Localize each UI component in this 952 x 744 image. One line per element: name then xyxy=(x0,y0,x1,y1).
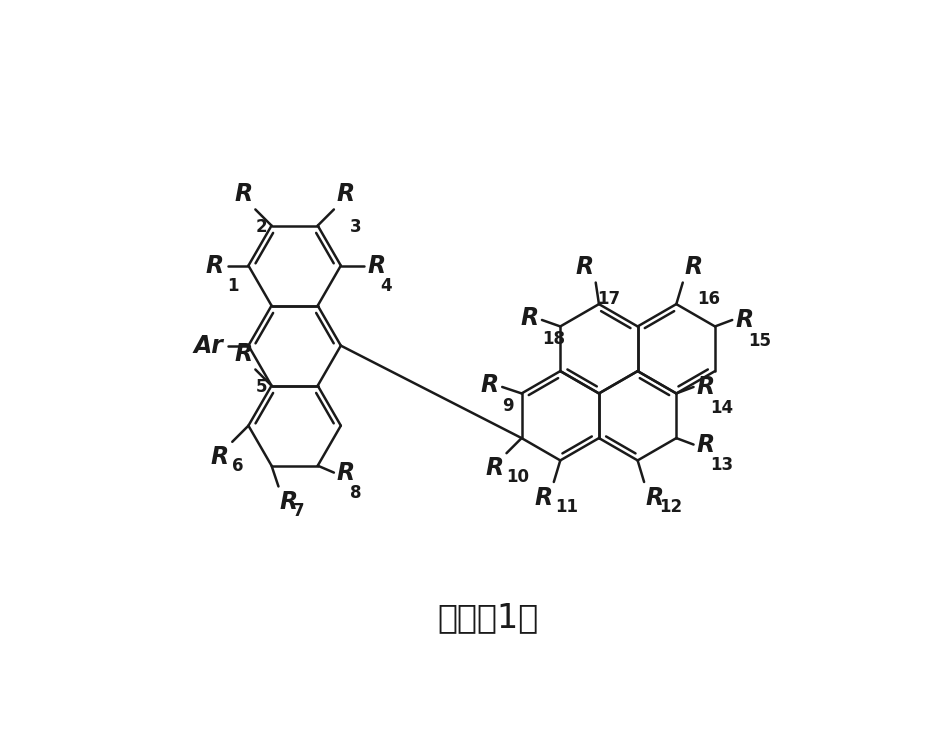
Text: R: R xyxy=(206,254,224,278)
Text: R: R xyxy=(234,182,252,206)
Text: 4: 4 xyxy=(380,278,391,295)
Text: 9: 9 xyxy=(503,397,514,415)
Text: R: R xyxy=(697,432,715,457)
Text: R: R xyxy=(534,486,552,510)
Text: 10: 10 xyxy=(506,468,529,486)
Text: R: R xyxy=(367,254,386,278)
Text: 3: 3 xyxy=(350,218,362,236)
Text: 5: 5 xyxy=(255,378,267,396)
Text: R: R xyxy=(486,456,504,481)
Text: 通式（1）: 通式（1） xyxy=(437,601,539,634)
Text: R: R xyxy=(697,375,715,399)
Text: 18: 18 xyxy=(542,330,565,348)
Text: 8: 8 xyxy=(350,484,362,502)
Text: R: R xyxy=(735,308,754,332)
Text: R: R xyxy=(645,486,664,510)
Text: 1: 1 xyxy=(227,278,238,295)
Text: 2: 2 xyxy=(255,218,267,236)
Text: R: R xyxy=(684,254,703,279)
Text: R: R xyxy=(481,373,499,397)
Text: R: R xyxy=(521,307,539,330)
Text: 15: 15 xyxy=(748,332,771,350)
Text: 14: 14 xyxy=(710,399,733,417)
Text: R: R xyxy=(211,445,229,469)
Text: 7: 7 xyxy=(293,502,305,520)
Text: 17: 17 xyxy=(597,290,621,309)
Text: R: R xyxy=(234,342,252,366)
Text: 16: 16 xyxy=(698,290,721,309)
Text: 12: 12 xyxy=(659,498,682,516)
Text: 11: 11 xyxy=(555,498,579,516)
Text: R: R xyxy=(337,182,355,206)
Text: Ar: Ar xyxy=(193,333,223,358)
Text: R: R xyxy=(280,490,298,514)
Text: R: R xyxy=(576,254,594,279)
Text: 13: 13 xyxy=(710,456,733,475)
Text: R: R xyxy=(337,461,355,484)
Text: 6: 6 xyxy=(232,457,244,475)
